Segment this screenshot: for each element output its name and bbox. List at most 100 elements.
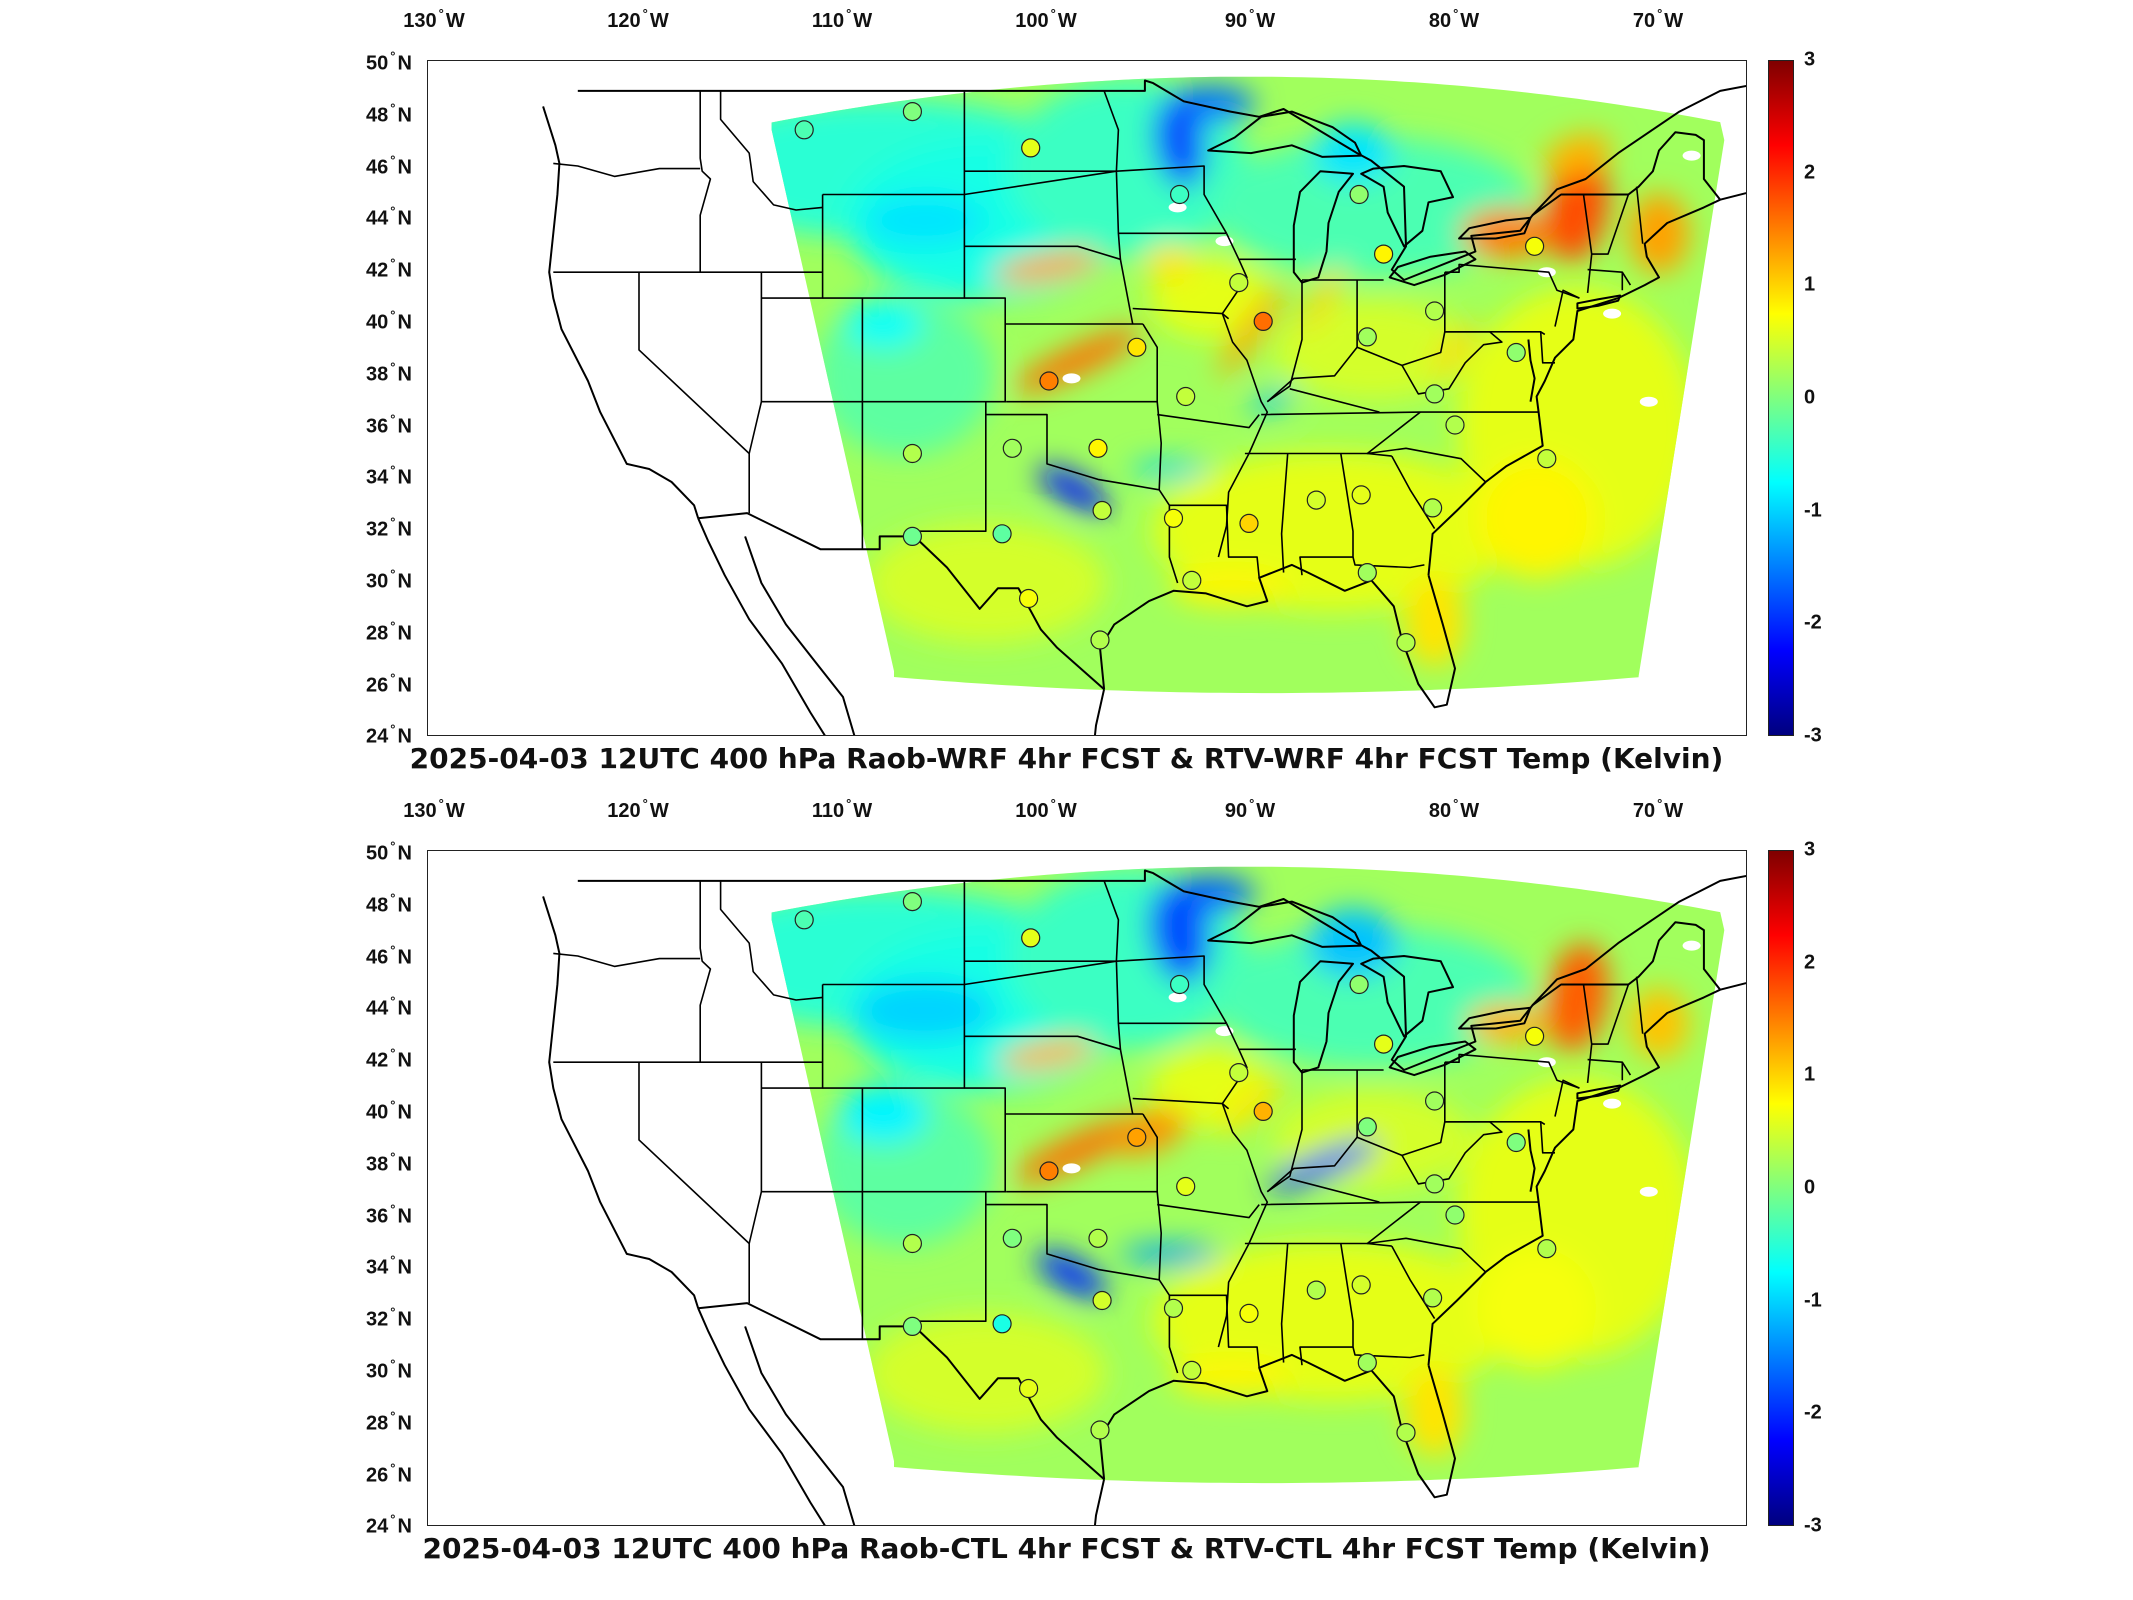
colorbar xyxy=(1768,60,1794,736)
field-patch xyxy=(854,980,995,1041)
colorbar-tick-label: -1 xyxy=(1804,1289,1822,1312)
station-marker xyxy=(1018,588,1039,609)
lat-tick-label: 30 ° N xyxy=(366,1356,412,1383)
station-marker xyxy=(1373,244,1394,264)
state-border xyxy=(1444,1053,1580,1089)
station-marker xyxy=(1306,1280,1326,1300)
lat-tick-label: 34 ° N xyxy=(366,462,412,489)
station-marker xyxy=(1357,1353,1377,1373)
map-frame xyxy=(427,850,1747,1526)
lat-tick-label: 28 ° N xyxy=(366,618,412,645)
lat-tick-label: 32 ° N xyxy=(366,514,412,541)
lon-tick-label: 130 ° W xyxy=(403,6,465,32)
station-marker xyxy=(1537,1239,1557,1259)
lake-outline xyxy=(1458,216,1532,240)
coastline xyxy=(744,536,856,735)
field-patch xyxy=(1431,322,1479,378)
station-marker xyxy=(992,1314,1012,1334)
station-marker xyxy=(794,120,814,140)
field-patch xyxy=(1546,942,1609,1052)
station-marker xyxy=(1018,1378,1039,1399)
station-marker xyxy=(1424,1174,1445,1194)
state-border xyxy=(1261,1201,1539,1206)
field-patch xyxy=(1404,576,1465,667)
lat-tick-label: 24 ° N xyxy=(366,1511,412,1538)
lat-tick-label: 26 ° N xyxy=(366,670,412,697)
station-marker xyxy=(1422,1288,1443,1308)
state-border xyxy=(638,272,750,455)
lat-tick-label: 46 ° N xyxy=(366,942,412,969)
field-patch xyxy=(864,195,985,246)
station-marker xyxy=(1127,337,1147,357)
field-patch xyxy=(1546,152,1609,262)
station-marker xyxy=(1090,630,1110,650)
lat-tick-label: 44 ° N xyxy=(366,203,412,230)
state-border xyxy=(699,880,712,1063)
station-marker xyxy=(1092,500,1112,521)
station-marker xyxy=(1169,184,1190,205)
lake-outline xyxy=(1207,110,1363,158)
no-data-speck xyxy=(1682,150,1701,161)
station-marker xyxy=(1002,1228,1022,1248)
station-marker xyxy=(1351,1275,1371,1295)
lat-tick-label: 36 ° N xyxy=(366,411,412,438)
coastline xyxy=(1099,1353,1456,1499)
state-border xyxy=(1554,289,1580,327)
station-marker xyxy=(1445,415,1465,435)
state-border xyxy=(1587,1058,1624,1081)
station-marker xyxy=(1239,1303,1259,1323)
lat-tick-label: 42 ° N xyxy=(366,255,412,282)
station-marker xyxy=(1163,508,1184,528)
lake-outline xyxy=(1388,1040,1477,1077)
station-marker xyxy=(1002,438,1022,458)
field-patch xyxy=(1629,193,1689,274)
lon-tick-label: 90 ° W xyxy=(1224,6,1276,32)
station-marker xyxy=(1537,449,1557,469)
colorbar-tick-label: -3 xyxy=(1804,724,1822,747)
temperature-difference-map xyxy=(542,866,1746,1525)
colorbar-tick-label: -1 xyxy=(1804,499,1822,522)
station-marker xyxy=(1253,1101,1273,1121)
colorbar-tick-label: 2 xyxy=(1804,161,1816,184)
station-marker xyxy=(1357,563,1377,583)
lon-tick-label: 120 ° W xyxy=(607,6,669,32)
state-border xyxy=(1554,1079,1580,1117)
lat-tick-label: 32 ° N xyxy=(366,1304,412,1331)
station-marker xyxy=(1229,1063,1249,1083)
station-marker xyxy=(1357,327,1377,347)
coastline xyxy=(1531,874,1746,1006)
field-patch xyxy=(1218,286,1284,378)
colorbar-tick-label: 3 xyxy=(1804,48,1816,71)
lat-tick-label: 26 ° N xyxy=(366,1460,412,1487)
state-border xyxy=(1539,331,1555,364)
state-border xyxy=(1299,453,1354,576)
coastline xyxy=(577,79,1721,281)
coastline xyxy=(577,869,1721,1071)
lat-tick-label: 50 ° N xyxy=(366,48,412,75)
no-data-speck xyxy=(1639,396,1658,407)
state-border xyxy=(748,1062,763,1304)
lon-tick-label: 100 ° W xyxy=(1015,796,1077,822)
state-border xyxy=(984,401,1179,584)
station-marker xyxy=(902,443,922,464)
no-data-speck xyxy=(1062,373,1081,384)
state-border xyxy=(719,90,823,211)
coastline xyxy=(744,1326,856,1525)
lake-outline xyxy=(1576,1084,1622,1100)
map-frame xyxy=(427,60,1747,736)
no-data-speck xyxy=(1168,992,1187,1003)
lat-tick-label: 48 ° N xyxy=(366,100,412,127)
state-border xyxy=(1391,455,1436,530)
colorbar xyxy=(1768,850,1794,1526)
state-border xyxy=(1401,1120,1503,1185)
lon-tick-label: 100 ° W xyxy=(1015,6,1077,32)
lake-outline xyxy=(1207,900,1363,948)
state-border xyxy=(1621,1061,1632,1076)
station-marker xyxy=(1092,1290,1112,1311)
state-border xyxy=(1356,272,1446,367)
state-border xyxy=(1006,1113,1159,1193)
model-field xyxy=(771,76,1725,694)
lake-outline xyxy=(1292,960,1354,1074)
no-data-speck xyxy=(1168,202,1187,213)
state-border xyxy=(1391,1245,1436,1320)
